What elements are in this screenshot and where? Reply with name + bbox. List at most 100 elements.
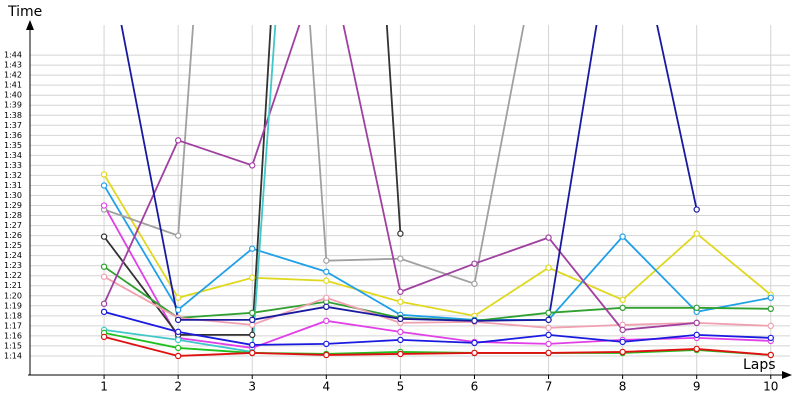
y-tick-label: 1:27 (4, 221, 22, 230)
y-tick-label: 1:32 (4, 171, 22, 180)
y-tick-label: 1:18 (4, 311, 22, 320)
point (545, 331, 552, 339)
series-line (103, 205, 771, 349)
y-tick-label: 1:34 (4, 151, 22, 160)
point (619, 304, 626, 312)
point (471, 280, 478, 287)
x-tick-label: 8 (619, 380, 627, 394)
point (619, 233, 626, 240)
point (619, 338, 626, 346)
point (471, 339, 478, 347)
point (471, 349, 478, 357)
series-line (103, 331, 771, 356)
point (174, 306, 182, 314)
point (545, 349, 552, 357)
y-tick-label: 1:29 (4, 201, 22, 210)
y-tick-label: 1:24 (4, 251, 22, 260)
point (323, 317, 330, 325)
point (545, 264, 552, 271)
y-tick-label: 1:26 (4, 231, 22, 240)
y-tick-label: 1:38 (4, 111, 22, 120)
point (174, 137, 182, 144)
point (174, 344, 182, 352)
point (174, 294, 182, 301)
y-tick-label: 1:16 (4, 331, 22, 340)
series-line (103, 336, 771, 357)
y-tick-label: 1:30 (4, 191, 22, 200)
point (397, 255, 404, 262)
x-tick-label: 4 (322, 380, 330, 394)
plot-area (100, 25, 774, 360)
series-line (103, 25, 277, 353)
x-tick-label: 1 (100, 380, 108, 394)
point (174, 232, 182, 239)
point (767, 305, 774, 313)
point (693, 230, 700, 237)
y-tick-label: 1:42 (4, 71, 22, 80)
point (100, 171, 108, 178)
series-line (103, 275, 771, 329)
series-line (103, 265, 771, 322)
y-tick-label: 1:17 (4, 321, 22, 330)
y-tick-label: 1:31 (4, 181, 22, 190)
point (619, 326, 626, 334)
point (693, 304, 700, 312)
point (397, 298, 404, 305)
x-tick-label: 9 (693, 380, 701, 394)
y-tick-label: 1:20 (4, 291, 22, 300)
point (397, 230, 404, 237)
y-axis-arrow (26, 20, 34, 30)
point (767, 334, 774, 342)
point (693, 331, 700, 339)
point (249, 341, 256, 349)
point (323, 351, 330, 359)
point (767, 351, 774, 359)
y-axis-title: Time (7, 4, 42, 20)
point (100, 333, 108, 341)
point (174, 328, 182, 336)
y-tick-label: 1:25 (4, 241, 22, 250)
point (397, 315, 404, 323)
series-line (103, 173, 772, 317)
point (249, 245, 256, 252)
point (397, 350, 404, 358)
point (249, 162, 256, 169)
point (100, 300, 108, 307)
y-tick-label: 1:35 (4, 141, 22, 150)
point (249, 331, 256, 339)
y-tick-label: 1:23 (4, 261, 22, 270)
point (323, 257, 330, 264)
y-tick-label: 1:19 (4, 301, 22, 310)
point (323, 294, 330, 301)
point (397, 336, 404, 344)
x-tick-label: 5 (397, 380, 405, 394)
series-line (103, 184, 771, 321)
point (100, 233, 108, 240)
y-tick-label: 1:43 (4, 61, 22, 70)
point (323, 340, 330, 348)
y-tick-label: 1:22 (4, 271, 22, 280)
point (397, 328, 404, 336)
point (100, 273, 108, 280)
point (545, 309, 552, 317)
y-tick-label: 1:14 (4, 351, 22, 360)
point (767, 294, 774, 301)
point (249, 274, 256, 281)
point (100, 308, 108, 316)
y-tick-label: 1:36 (4, 131, 22, 140)
point (100, 202, 108, 209)
y-tick-label: 1:39 (4, 101, 22, 110)
y-tick-label: 1:41 (4, 81, 22, 90)
point (100, 182, 108, 189)
point (619, 348, 626, 356)
x-axis-title: Laps (743, 357, 776, 373)
point (249, 309, 256, 317)
point (174, 336, 182, 344)
x-tick-label: 3 (248, 380, 256, 394)
y-tick-label: 1:40 (4, 91, 22, 100)
point (545, 234, 552, 241)
point (323, 277, 330, 284)
point (767, 322, 774, 330)
point (545, 316, 552, 324)
